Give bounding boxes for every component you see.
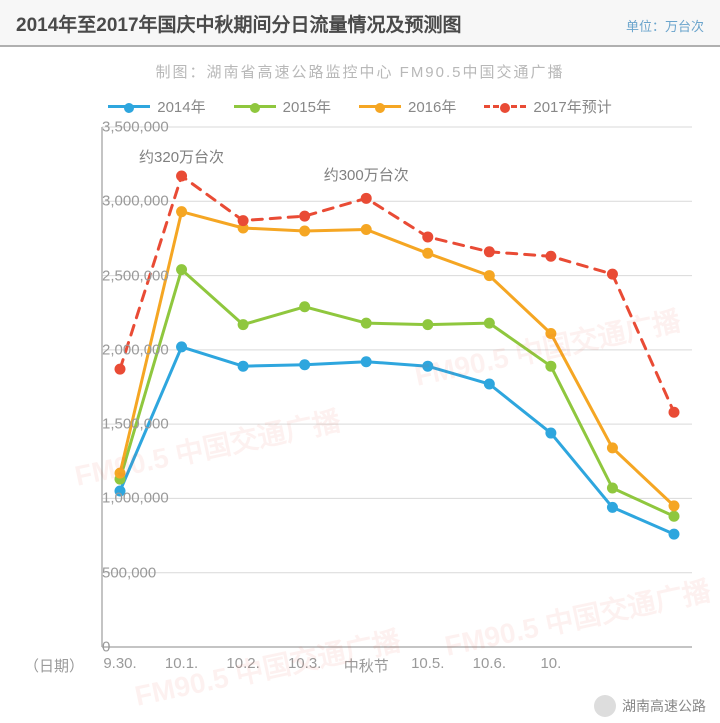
series-marker: [422, 231, 433, 242]
series-line: [120, 212, 674, 506]
legend-item: 2015年: [234, 96, 331, 117]
series-marker: [361, 193, 372, 204]
series-marker: [484, 246, 495, 257]
y-tick-label: 2,500,000: [102, 267, 108, 284]
annotation-label: 约320万台次: [139, 146, 224, 167]
title-bar: 2014年至2017年国庆中秋期间分日流量情况及预测图 单位：万台次: [0, 0, 720, 47]
series-marker: [361, 318, 372, 329]
series-marker: [176, 341, 187, 352]
series-marker: [669, 511, 680, 522]
x-tick-label: 10.6.: [473, 647, 506, 672]
series-marker: [669, 500, 680, 511]
x-tick-label: 10.3.: [288, 647, 321, 672]
series-marker: [669, 529, 680, 540]
legend-label: 2016年: [408, 96, 456, 117]
legend-item: 2014年: [108, 96, 205, 117]
legend-swatch-icon: [484, 105, 526, 108]
series-marker: [176, 264, 187, 275]
series-marker: [545, 328, 556, 339]
x-tick-label: 10.1.: [165, 647, 198, 672]
y-tick-label: 1,000,000: [102, 490, 108, 507]
series-marker: [607, 442, 618, 453]
legend-item: 2017年预计: [484, 96, 611, 117]
series-marker: [669, 407, 680, 418]
source-avatar-icon: [594, 695, 616, 717]
legend-item: 2016年: [359, 96, 456, 117]
x-axis-caption: （日期）: [24, 647, 84, 676]
x-tick-label: 10.2.: [226, 647, 259, 672]
legend-swatch-icon: [359, 105, 401, 108]
legend-label: 2014年: [157, 96, 205, 117]
series-line: [120, 176, 674, 412]
series-marker: [422, 361, 433, 372]
series-line: [120, 347, 674, 534]
subtitle: 制图：湖南省高速公路监控中心 FM90.5中国交通广播: [0, 47, 720, 92]
series-marker: [115, 468, 126, 479]
y-tick-label: 500,000: [102, 564, 108, 581]
series-marker: [238, 361, 249, 372]
series-marker: [361, 224, 372, 235]
footer-source: 湖南高速公路: [594, 695, 706, 717]
series-marker: [484, 270, 495, 281]
legend-swatch-icon: [108, 105, 150, 108]
y-tick-label: 2,000,000: [102, 341, 108, 358]
series-marker: [299, 359, 310, 370]
series-marker: [115, 364, 126, 375]
series-marker: [176, 171, 187, 182]
source-label: 湖南高速公路: [622, 696, 706, 716]
series-marker: [422, 248, 433, 259]
x-tick-label: 9.30.: [103, 647, 136, 672]
series-marker: [607, 502, 618, 513]
series-marker: [545, 251, 556, 262]
x-tick-label: 中秋节: [344, 647, 389, 676]
series-marker: [422, 319, 433, 330]
legend-label: 2015年: [283, 96, 331, 117]
title-unit: 单位：万台次: [626, 16, 704, 35]
series-marker: [484, 318, 495, 329]
y-tick-label: 1,500,000: [102, 416, 108, 433]
series-marker: [299, 226, 310, 237]
series-marker: [238, 215, 249, 226]
series-marker: [545, 361, 556, 372]
x-tick-label: 10.5.: [411, 647, 444, 672]
series-marker: [176, 206, 187, 217]
legend-swatch-icon: [234, 105, 276, 108]
series-marker: [299, 301, 310, 312]
chart: （日期） 0500,0001,000,0001,500,0002,000,000…: [12, 127, 692, 647]
annotation-label: 约300万台次: [324, 164, 409, 185]
series-marker: [484, 379, 495, 390]
series-marker: [545, 428, 556, 439]
x-tick-label: 10.: [540, 647, 561, 672]
y-tick-label: 3,500,000: [102, 119, 108, 136]
series-marker: [299, 211, 310, 222]
series-marker: [238, 319, 249, 330]
y-tick-label: 3,000,000: [102, 193, 108, 210]
series-marker: [607, 483, 618, 494]
page-title: 2014年至2017年国庆中秋期间分日流量情况及预测图: [16, 10, 626, 37]
series-marker: [361, 356, 372, 367]
legend-label: 2017年预计: [533, 96, 611, 117]
series-marker: [607, 269, 618, 280]
